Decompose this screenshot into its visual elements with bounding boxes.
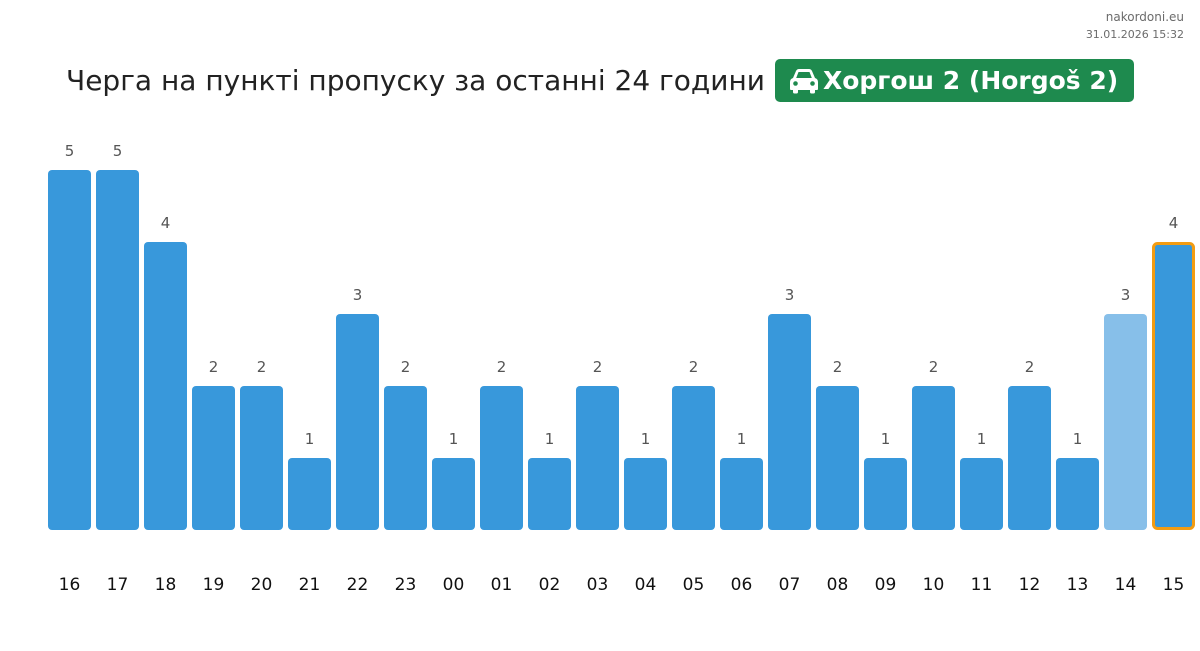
value-label: 1 bbox=[449, 430, 459, 448]
value-label: 1 bbox=[737, 430, 747, 448]
x-tick-label: 13 bbox=[1067, 575, 1089, 595]
bar-hour-07 bbox=[768, 314, 811, 530]
bar-hour-06 bbox=[720, 458, 763, 530]
value-label: 1 bbox=[881, 430, 891, 448]
value-label: 2 bbox=[257, 358, 267, 376]
chart-header: Черга на пункті пропуску за останні 24 г… bbox=[66, 59, 1135, 102]
value-label: 2 bbox=[209, 358, 219, 376]
value-label: 1 bbox=[977, 430, 987, 448]
bar-hour-16 bbox=[48, 170, 91, 530]
bar-hour-23 bbox=[384, 386, 427, 530]
car-icon bbox=[789, 68, 818, 93]
x-tick-label: 14 bbox=[1115, 575, 1137, 595]
bar-hour-18 bbox=[144, 242, 187, 530]
bar-hour-08 bbox=[816, 386, 859, 530]
value-label: 4 bbox=[161, 214, 171, 232]
x-tick-label: 06 bbox=[731, 575, 753, 595]
bar-hour-04 bbox=[624, 458, 667, 530]
source-timestamp: 31.01.2026 15:32 bbox=[1085, 28, 1184, 41]
x-tick-label: 00 bbox=[443, 575, 465, 595]
value-label: 4 bbox=[1169, 214, 1179, 232]
x-tick-label: 20 bbox=[251, 575, 273, 595]
checkpoint-badge: Хоргош 2 (Horgoš 2) bbox=[774, 59, 1135, 102]
value-label: 1 bbox=[545, 430, 555, 448]
bar-hour-01 bbox=[480, 386, 523, 530]
bar-hour-14 bbox=[1104, 314, 1147, 530]
x-tick-label: 16 bbox=[59, 575, 81, 595]
value-label: 5 bbox=[113, 142, 123, 160]
x-tick-label: 08 bbox=[827, 575, 849, 595]
chart-title: Черга на пункті пропуску за останні 24 г… bbox=[66, 64, 765, 97]
x-tick-label: 11 bbox=[971, 575, 993, 595]
source-site: nakordoni.eu bbox=[1105, 10, 1184, 24]
bar-hour-12 bbox=[1008, 386, 1051, 530]
value-label: 1 bbox=[641, 430, 651, 448]
x-tick-label: 04 bbox=[635, 575, 657, 595]
value-label: 2 bbox=[929, 358, 939, 376]
value-label: 2 bbox=[593, 358, 603, 376]
value-label: 2 bbox=[497, 358, 507, 376]
checkpoint-name: Хоргош 2 (Horgoš 2) bbox=[822, 66, 1119, 95]
bar-hour-10 bbox=[912, 386, 955, 530]
bar-hour-19 bbox=[192, 386, 235, 530]
x-tick-label: 18 bbox=[155, 575, 177, 595]
bar-current-hour bbox=[1152, 242, 1195, 530]
bar-hour-00 bbox=[432, 458, 475, 530]
bar-hour-05 bbox=[672, 386, 715, 530]
bar-hour-22 bbox=[336, 314, 379, 530]
x-tick-label: 07 bbox=[779, 575, 801, 595]
value-label: 2 bbox=[689, 358, 699, 376]
value-label: 2 bbox=[1025, 358, 1035, 376]
value-label: 3 bbox=[785, 286, 795, 304]
x-tick-label: 17 bbox=[107, 575, 129, 595]
x-tick-label: 01 bbox=[491, 575, 513, 595]
x-tick-label: 05 bbox=[683, 575, 705, 595]
bar-hour-17 bbox=[96, 170, 139, 530]
x-tick-label: 22 bbox=[347, 575, 369, 595]
bar-hour-02 bbox=[528, 458, 571, 530]
x-tick-label: 15 bbox=[1163, 575, 1185, 595]
bar-hour-11 bbox=[960, 458, 1003, 530]
bar-hour-13 bbox=[1056, 458, 1099, 530]
value-label: 3 bbox=[1121, 286, 1131, 304]
x-tick-label: 10 bbox=[923, 575, 945, 595]
source-info: nakordoni.eu 31.01.2026 15:32 bbox=[1086, 9, 1184, 43]
bar-hour-09 bbox=[864, 458, 907, 530]
value-label: 3 bbox=[353, 286, 363, 304]
value-label: 5 bbox=[65, 142, 75, 160]
x-tick-label: 21 bbox=[299, 575, 321, 595]
x-tick-label: 19 bbox=[203, 575, 225, 595]
x-tick-label: 02 bbox=[539, 575, 561, 595]
value-label: 2 bbox=[401, 358, 411, 376]
x-tick-label: 09 bbox=[875, 575, 897, 595]
x-tick-label: 12 bbox=[1019, 575, 1041, 595]
value-label: 2 bbox=[833, 358, 843, 376]
x-tick-label: 23 bbox=[395, 575, 417, 595]
bar-hour-20 bbox=[240, 386, 283, 530]
bar-hour-21 bbox=[288, 458, 331, 530]
value-label: 1 bbox=[1073, 430, 1083, 448]
x-tick-label: 03 bbox=[587, 575, 609, 595]
value-label: 1 bbox=[305, 430, 315, 448]
bar-hour-03 bbox=[576, 386, 619, 530]
